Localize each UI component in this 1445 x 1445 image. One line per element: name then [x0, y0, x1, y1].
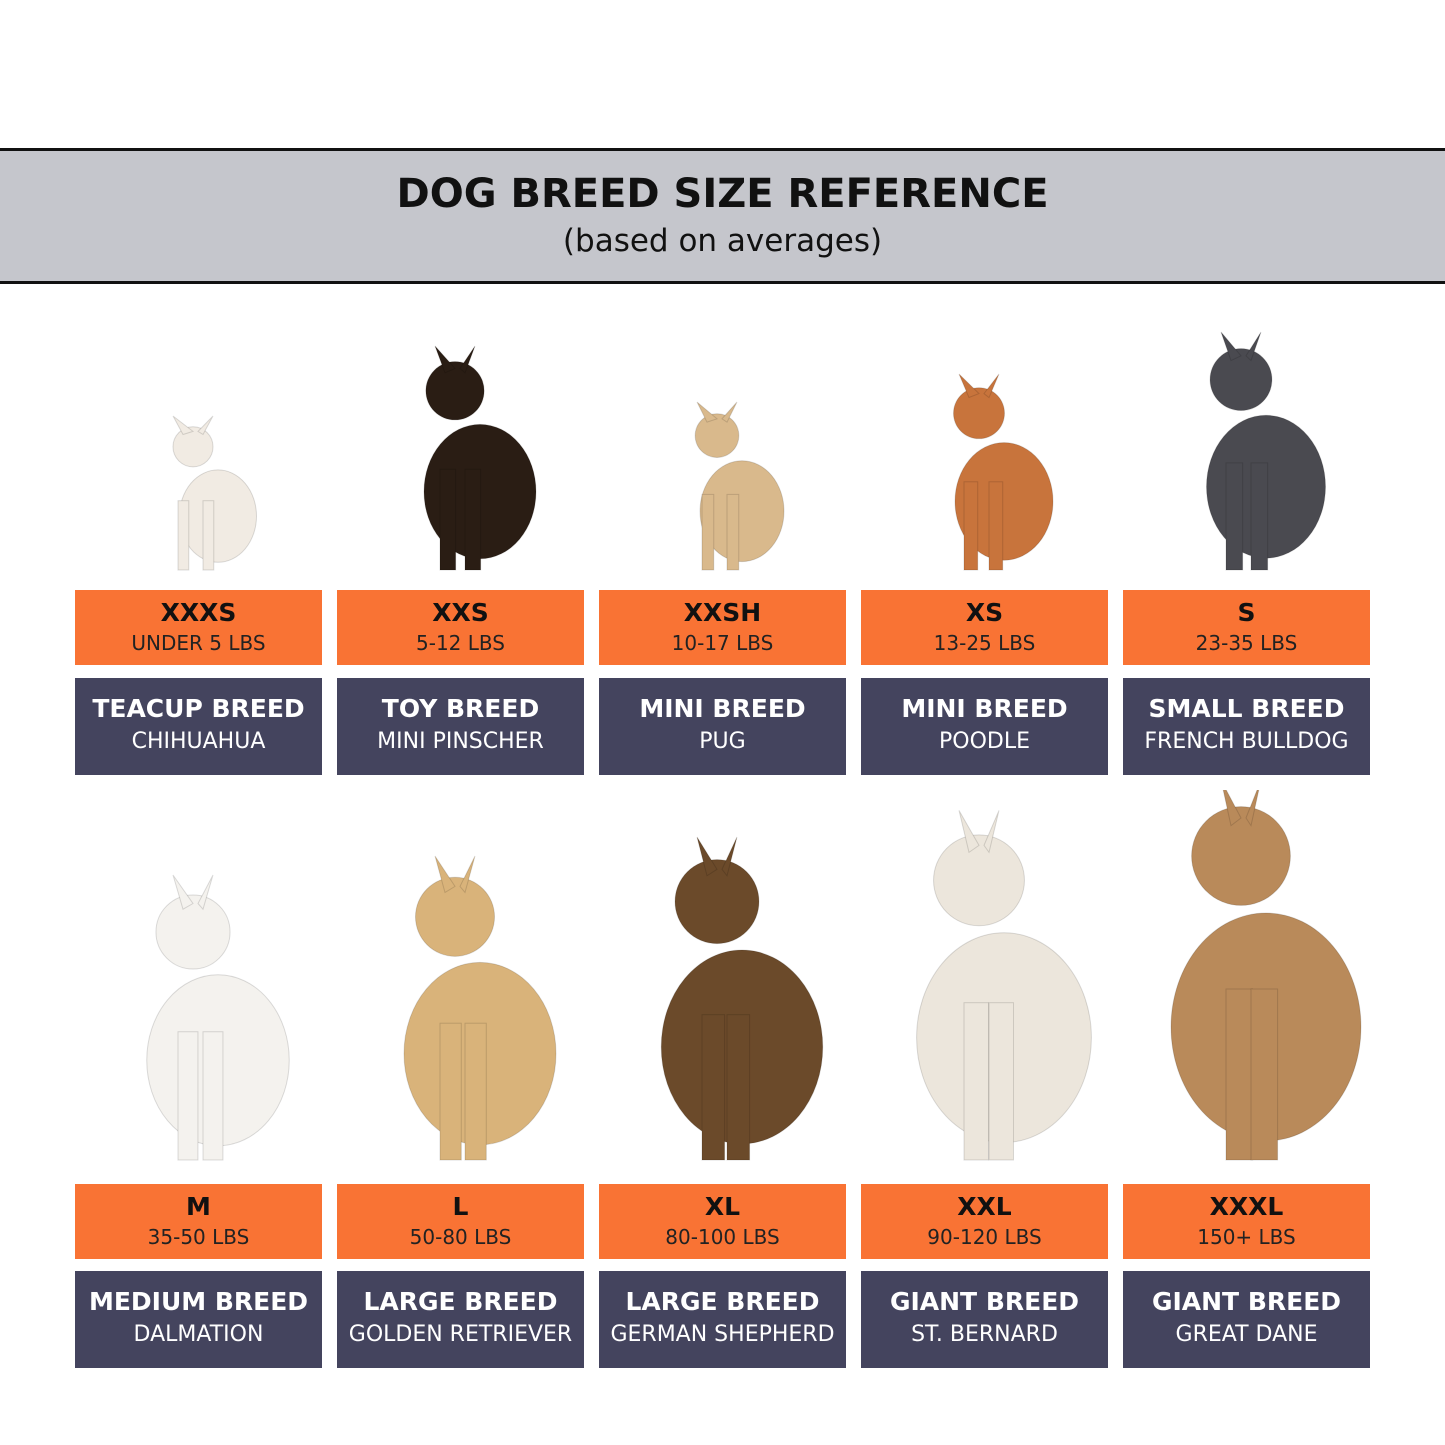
size-label: M [186, 1192, 211, 1221]
category-label: MINI BREED [639, 694, 806, 723]
weight-label: 13-25 LBS [933, 631, 1036, 655]
size-box: XXS 5-12 LBS [337, 590, 584, 665]
size-box: XS 13-25 LBS [861, 590, 1108, 665]
category-label: GIANT BREED [889, 1287, 1080, 1316]
size-box: XXL 90-120 LBS [861, 1184, 1108, 1259]
category-label: LARGE BREED [363, 1287, 558, 1316]
category-label: SMALL BREED [1148, 694, 1345, 723]
breed-box: TOY BREED MINI PINSCHER [337, 678, 584, 775]
dog-photo [694, 401, 785, 571]
dog-photo [660, 836, 824, 1161]
size-label: S [1237, 598, 1256, 627]
dog-photo [1206, 331, 1326, 571]
breed-box: GIANT BREED ST. BERNARD [861, 1271, 1108, 1368]
breed-box: TEACUP BREED CHIHUAHUA [75, 678, 322, 775]
header-band: DOG BREED SIZE REFERENCE (based on avera… [0, 148, 1445, 284]
dog-photo [916, 810, 1092, 1161]
size-label: XXL [957, 1192, 1012, 1221]
dog-photo [423, 345, 537, 571]
category-label: TOY BREED [381, 694, 540, 723]
size-label: XXXL [1209, 1192, 1284, 1221]
breed-box: MEDIUM BREED DALMATION [75, 1271, 322, 1368]
breed-label: GREAT DANE [1175, 1322, 1318, 1347]
category-label: MINI BREED [901, 694, 1068, 723]
subtitle: (based on averages) [562, 223, 883, 259]
size-box: XXSH 10-17 LBS [599, 590, 846, 665]
breed-label: POODLE [939, 729, 1030, 754]
weight-label: UNDER 5 LBS [131, 631, 266, 655]
breed-label: DALMATION [133, 1322, 264, 1347]
size-box: S 23-35 LBS [1123, 590, 1370, 665]
size-box: L 50-80 LBS [337, 1184, 584, 1259]
size-box: XXXS UNDER 5 LBS [75, 590, 322, 665]
breed-label: CHIHUAHUA [131, 729, 266, 754]
size-box: M 35-50 LBS [75, 1184, 322, 1259]
breed-box: GIANT BREED GREAT DANE [1123, 1271, 1370, 1368]
size-label: XXSH [683, 598, 762, 627]
breed-label: ST. BERNARD [911, 1322, 1058, 1347]
breed-box: MINI BREED PUG [599, 678, 846, 775]
weight-label: 50-80 LBS [409, 1225, 512, 1249]
weight-label: 35-50 LBS [147, 1225, 250, 1249]
breed-label: MINI PINSCHER [377, 729, 544, 754]
size-label: L [452, 1192, 469, 1221]
breed-box: LARGE BREED GERMAN SHEPHERD [599, 1271, 846, 1368]
size-label: XXS [432, 598, 489, 627]
dog-photo [146, 874, 290, 1161]
size-label: XL [704, 1192, 741, 1221]
weight-label: 5-12 LBS [416, 631, 505, 655]
weight-label: 80-100 LBS [665, 1225, 780, 1249]
category-label: LARGE BREED [625, 1287, 820, 1316]
title: DOG BREED SIZE REFERENCE [396, 171, 1049, 217]
breed-box: LARGE BREED GOLDEN RETRIEVER [337, 1271, 584, 1368]
dog-photo [953, 373, 1054, 571]
breed-label: GOLDEN RETRIEVER [348, 1322, 573, 1347]
breed-label: GERMAN SHEPHERD [610, 1322, 835, 1347]
category-label: MEDIUM BREED [88, 1287, 309, 1316]
weight-label: 10-17 LBS [671, 631, 774, 655]
breed-label: PUG [699, 729, 746, 754]
weight-label: 90-120 LBS [927, 1225, 1042, 1249]
size-label: XS [965, 598, 1004, 627]
dog-photo [403, 855, 557, 1161]
breed-label: FRENCH BULLDOG [1144, 729, 1349, 754]
size-box: XXXL 150+ LBS [1123, 1184, 1370, 1259]
breed-box: SMALL BREED FRENCH BULLDOG [1123, 678, 1370, 775]
category-label: GIANT BREED [1151, 1287, 1342, 1316]
weight-label: 150+ LBS [1197, 1225, 1296, 1249]
size-label: XXXS [160, 598, 237, 627]
breed-box: MINI BREED POODLE [861, 678, 1108, 775]
weight-label: 23-35 LBS [1195, 631, 1298, 655]
dog-photo [172, 415, 257, 571]
size-box: XL 80-100 LBS [599, 1184, 846, 1259]
dog-photo [1170, 790, 1362, 1161]
category-label: TEACUP BREED [92, 694, 305, 723]
